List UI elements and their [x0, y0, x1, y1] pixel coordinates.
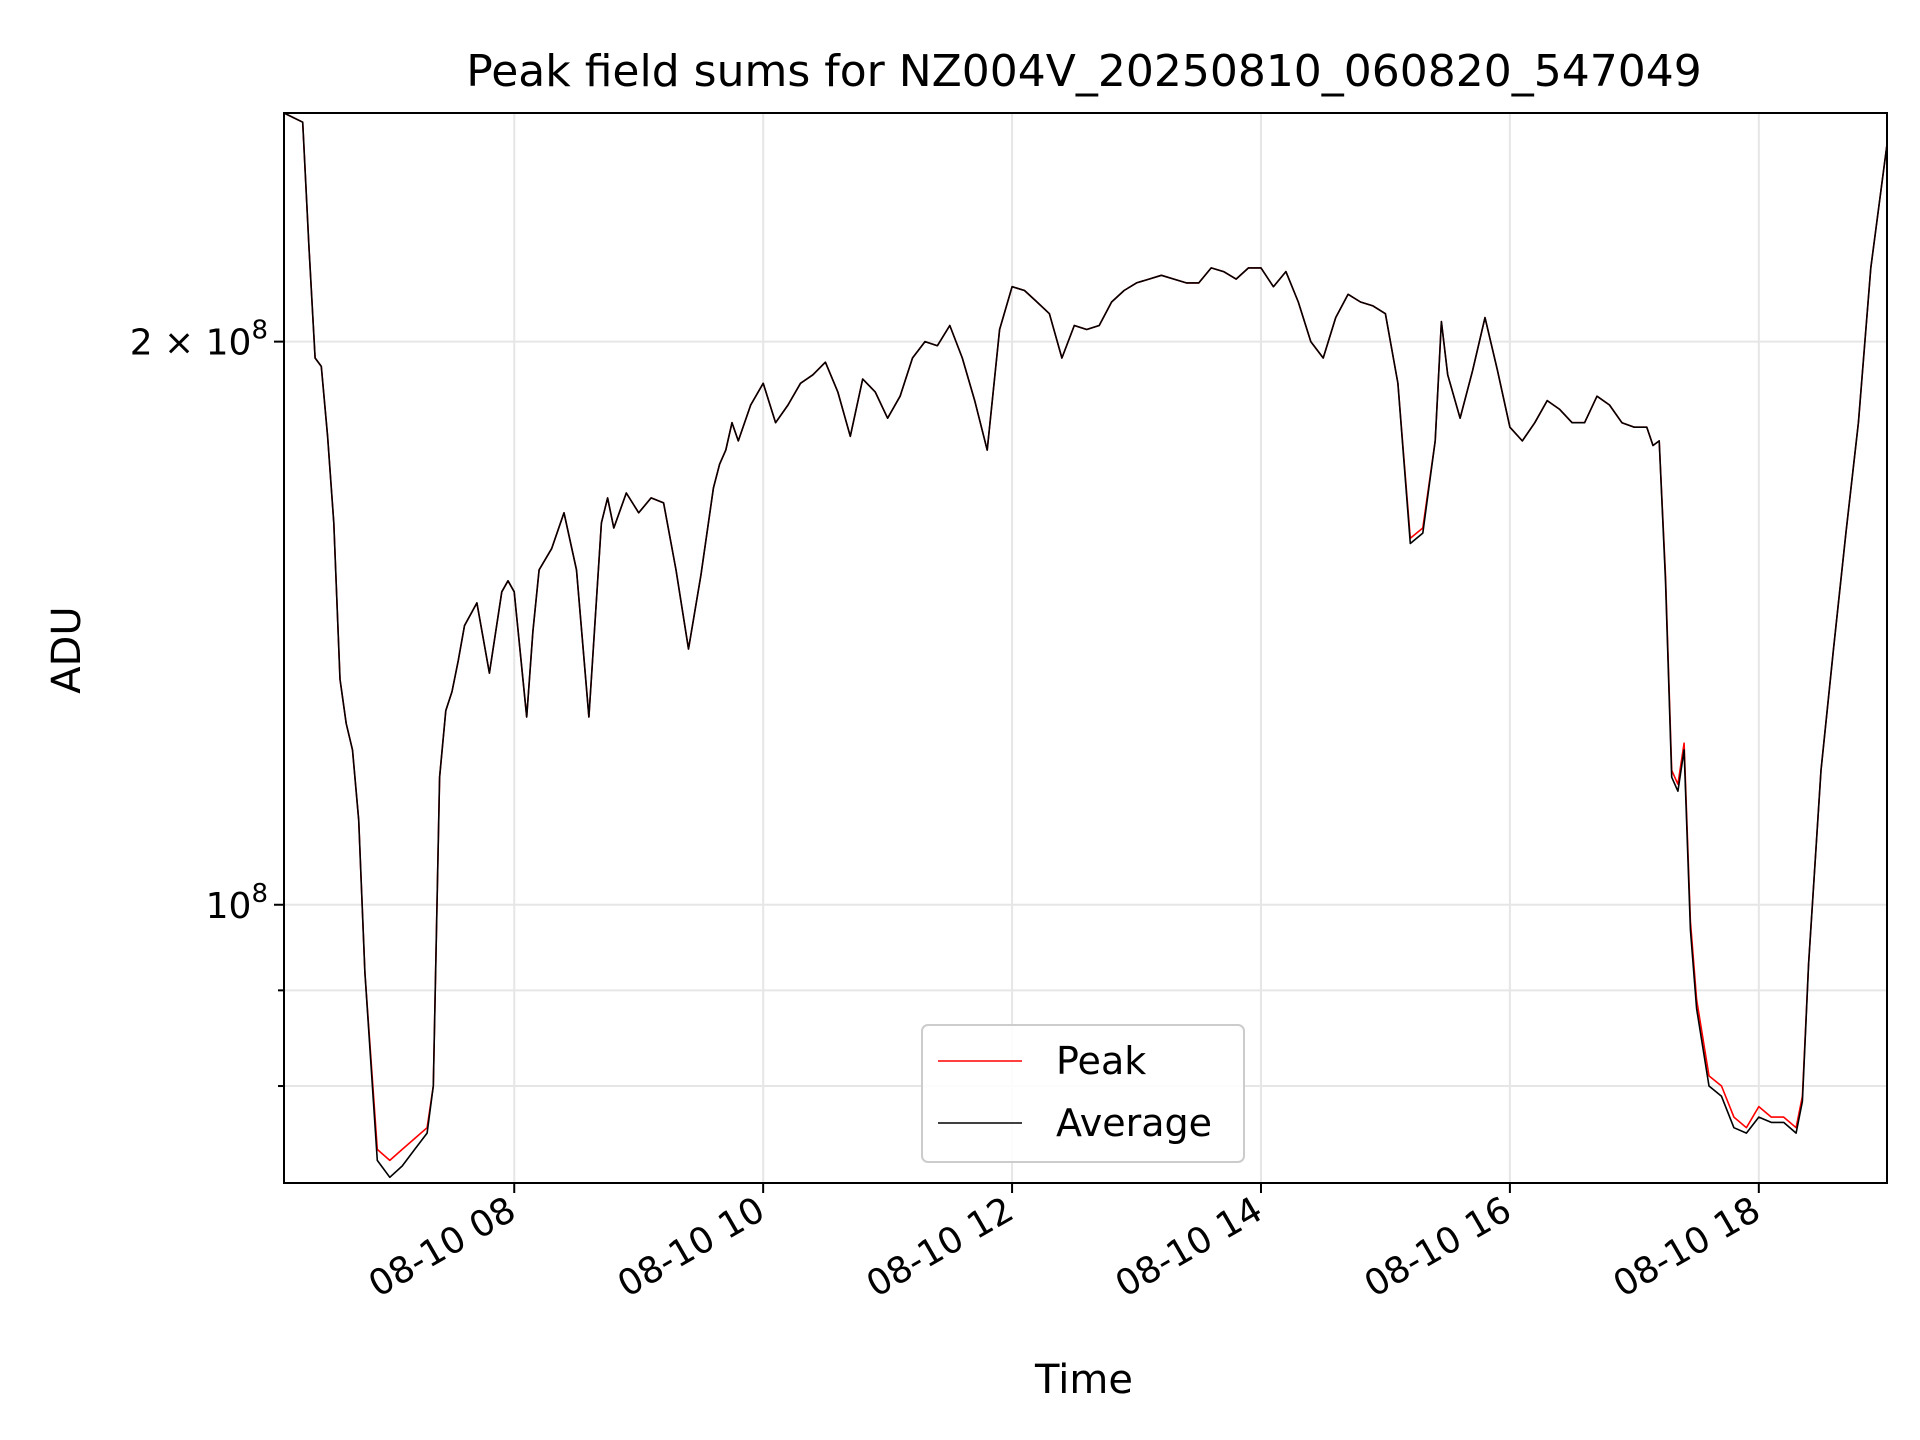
- y-axis-ticks: 108 2 × 108: [130, 316, 284, 1088]
- x-axis-label: Time: [1034, 1357, 1133, 1403]
- y-tick-label: 108: [206, 879, 268, 927]
- legend: Peak Average: [921, 1024, 1245, 1163]
- axes-frame: [283, 112, 1888, 1184]
- y-tick-label: 2 × 108: [130, 316, 268, 364]
- series-line-average: [283, 112, 1888, 1179]
- plot-area: [283, 112, 1888, 1179]
- legend-box: [921, 1024, 1245, 1163]
- legend-label-average: Average: [1056, 1101, 1212, 1145]
- y-axis-label: ADU: [44, 606, 90, 693]
- chart-title: Peak field sums for NZ004V_20250810_0608…: [466, 46, 1701, 97]
- legend-label-peak: Peak: [1056, 1039, 1146, 1083]
- grid-lines: [284, 113, 1887, 1183]
